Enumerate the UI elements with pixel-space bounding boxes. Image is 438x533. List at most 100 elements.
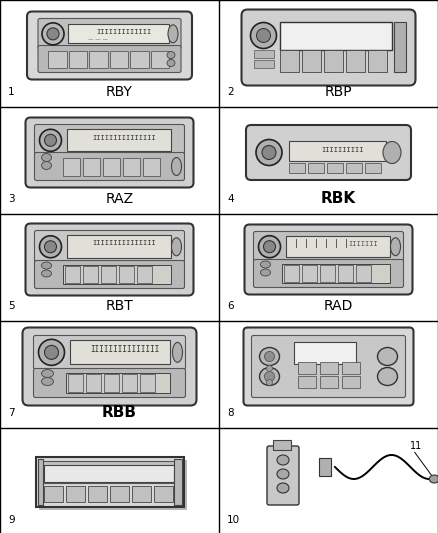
- Bar: [289, 141, 386, 160]
- Text: 5: 5: [8, 301, 14, 311]
- Bar: [119, 265, 134, 282]
- Bar: [139, 374, 155, 392]
- Ellipse shape: [277, 455, 289, 465]
- Text: 6: 6: [227, 301, 233, 311]
- Bar: [356, 264, 371, 281]
- Text: — — —: — — —: [88, 37, 108, 42]
- Text: RBY: RBY: [106, 85, 133, 99]
- Bar: [110, 486, 128, 502]
- Bar: [142, 157, 159, 175]
- Bar: [85, 374, 100, 392]
- Bar: [88, 486, 106, 502]
- Bar: [110, 51, 128, 68]
- Ellipse shape: [265, 351, 275, 361]
- Text: RBP: RBP: [325, 85, 352, 99]
- Bar: [39, 459, 187, 510]
- FancyBboxPatch shape: [38, 19, 181, 49]
- Bar: [66, 486, 85, 502]
- Text: RAZ: RAZ: [106, 192, 134, 206]
- Ellipse shape: [39, 130, 61, 151]
- Bar: [254, 50, 273, 58]
- Ellipse shape: [391, 238, 400, 256]
- Bar: [102, 157, 120, 175]
- Ellipse shape: [42, 154, 52, 161]
- Bar: [282, 263, 389, 282]
- Text: IIIIIIIIIIIII: IIIIIIIIIIIII: [96, 29, 151, 35]
- Ellipse shape: [378, 348, 398, 366]
- Ellipse shape: [264, 241, 276, 253]
- Ellipse shape: [261, 261, 271, 268]
- Bar: [68, 23, 169, 43]
- Bar: [100, 265, 116, 282]
- Bar: [82, 265, 98, 282]
- Bar: [297, 361, 315, 374]
- Text: IIIIIIIIII: IIIIIIIIII: [321, 148, 364, 154]
- Bar: [123, 157, 139, 175]
- Bar: [283, 264, 299, 281]
- Text: IIIIIIIIIIIIIII: IIIIIIIIIIIIIII: [90, 345, 159, 354]
- Ellipse shape: [257, 28, 271, 43]
- Text: RAD: RAD: [324, 299, 353, 313]
- Bar: [365, 163, 381, 173]
- Ellipse shape: [42, 377, 53, 385]
- Text: 4: 4: [227, 194, 233, 204]
- Bar: [63, 264, 170, 284]
- Ellipse shape: [42, 369, 53, 377]
- Bar: [319, 376, 338, 387]
- Ellipse shape: [167, 60, 175, 67]
- FancyBboxPatch shape: [241, 10, 416, 85]
- Ellipse shape: [42, 23, 64, 45]
- Bar: [66, 373, 170, 392]
- Text: 10: 10: [227, 515, 240, 525]
- FancyBboxPatch shape: [246, 125, 411, 180]
- Text: 11: 11: [410, 441, 422, 451]
- FancyBboxPatch shape: [35, 261, 184, 288]
- Text: 7: 7: [8, 408, 14, 418]
- Bar: [346, 163, 362, 173]
- Text: IIIIIIIIIIIIIII: IIIIIIIIIIIIIII: [92, 134, 155, 141]
- Bar: [346, 50, 364, 71]
- Ellipse shape: [258, 236, 280, 257]
- Bar: [38, 458, 42, 505]
- Bar: [121, 374, 137, 392]
- Text: 8: 8: [227, 408, 233, 418]
- Bar: [286, 236, 389, 257]
- Ellipse shape: [42, 161, 52, 169]
- Text: IIIIIII: IIIIIII: [349, 240, 378, 247]
- Bar: [151, 51, 169, 68]
- Bar: [301, 50, 321, 71]
- Text: IIIIIIIIIIIIIII: IIIIIIIIIIIIIII: [92, 240, 155, 246]
- Ellipse shape: [39, 236, 61, 258]
- FancyBboxPatch shape: [38, 45, 181, 72]
- Bar: [338, 264, 353, 281]
- Ellipse shape: [261, 269, 271, 276]
- Ellipse shape: [259, 348, 279, 366]
- FancyBboxPatch shape: [35, 230, 184, 263]
- Ellipse shape: [167, 52, 175, 59]
- Bar: [64, 265, 80, 282]
- Ellipse shape: [266, 366, 272, 372]
- Ellipse shape: [45, 345, 59, 359]
- Bar: [130, 51, 148, 68]
- FancyBboxPatch shape: [267, 446, 299, 505]
- Bar: [279, 50, 299, 71]
- FancyBboxPatch shape: [25, 117, 194, 188]
- Bar: [367, 50, 386, 71]
- FancyBboxPatch shape: [33, 335, 186, 369]
- Bar: [279, 21, 392, 50]
- Bar: [327, 163, 343, 173]
- Bar: [319, 264, 335, 281]
- FancyBboxPatch shape: [33, 368, 186, 398]
- FancyBboxPatch shape: [244, 224, 413, 295]
- FancyBboxPatch shape: [244, 327, 413, 406]
- Bar: [173, 458, 181, 505]
- Ellipse shape: [39, 340, 64, 365]
- Bar: [39, 461, 177, 483]
- Bar: [393, 21, 406, 71]
- Ellipse shape: [45, 134, 57, 146]
- Ellipse shape: [251, 22, 276, 49]
- FancyBboxPatch shape: [254, 231, 403, 262]
- Bar: [293, 342, 356, 364]
- Bar: [342, 376, 360, 387]
- Bar: [301, 264, 317, 281]
